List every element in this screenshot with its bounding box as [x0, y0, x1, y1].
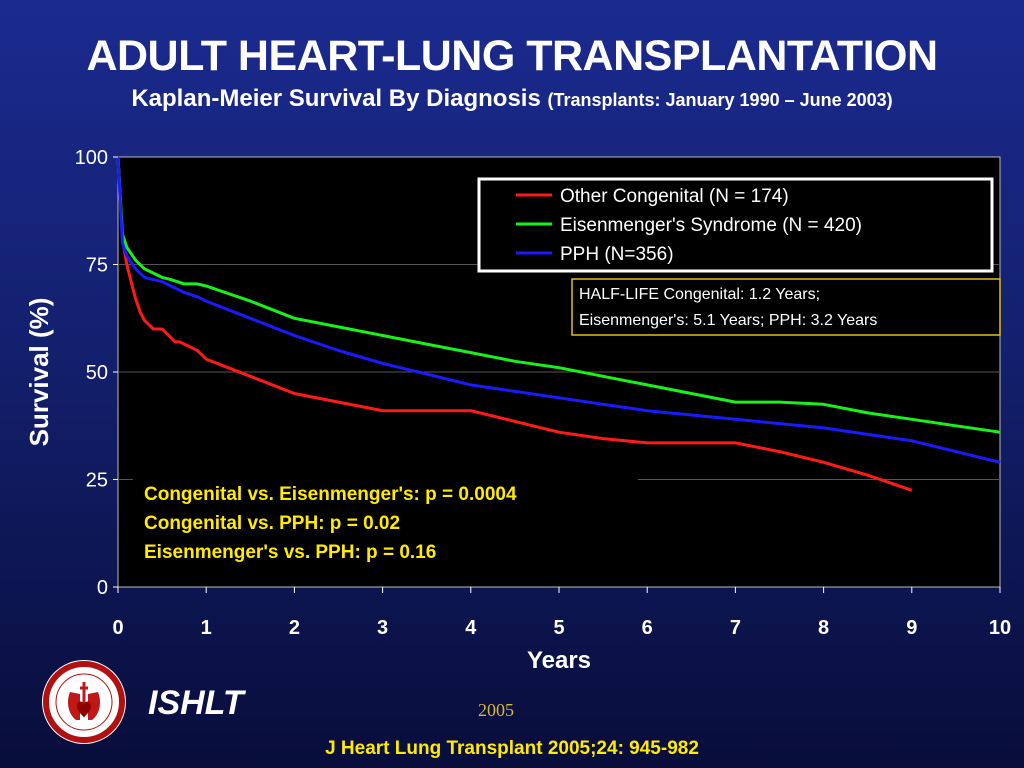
ishlt-logo-icon: [42, 660, 126, 744]
x-tick-label: 0: [112, 617, 123, 639]
x-tick-label: 2: [289, 617, 300, 639]
x-tick-label: 9: [906, 617, 917, 639]
report-year: 2005: [478, 700, 514, 720]
slide-subtitle: Kaplan-Meier Survival By Diagnosis (Tran…: [0, 84, 1024, 115]
journal-citation: J Heart Lung Transplant 2005;24: 945-982: [325, 738, 699, 759]
x-tick-label: 3: [377, 617, 388, 639]
legend-label-pph: PPH (N=356): [560, 244, 674, 265]
half-life-line-1: HALF-LIFE Congenital: 1.2 Years;: [579, 286, 820, 303]
x-tick-label: 8: [818, 617, 829, 639]
pvalue-backdrop: [133, 477, 638, 573]
x-tick-label: 4: [465, 617, 477, 639]
x-tick-label: 6: [642, 617, 653, 639]
subtitle-main: Kaplan-Meier Survival By Diagnosis: [131, 85, 541, 112]
legend-label-other-congenital: Other Congenital (N = 174): [560, 186, 789, 207]
subtitle-note: (Transplants: January 1990 – June 2003): [547, 90, 893, 110]
series-line-other-congenital: [116, 156, 913, 492]
x-tick-label: 7: [730, 617, 741, 639]
y-axis-label: Survival (%): [24, 298, 54, 447]
pvalue-line-1: Congenital vs. Eisenmenger's: p = 0.0004: [144, 484, 517, 505]
legend-label-eisenmenger: Eisenmenger's Syndrome (N = 420): [560, 215, 862, 236]
x-tick-label: 10: [989, 617, 1011, 639]
legend-box: [477, 177, 994, 273]
axes: 0 25 50 75 100 0 1 2 3 4 5 6 7 8 9 10: [75, 147, 1012, 639]
slide-title: ADULT HEART-LUNG TRANSPLANTATION: [86, 32, 938, 80]
pvalue-line-3: Eisenmenger's vs. PPH: p = 0.16: [144, 542, 436, 563]
y-tick-label: 0: [97, 577, 108, 599]
x-tick-label: 1: [201, 617, 212, 639]
x-tick-label: 5: [553, 617, 564, 639]
half-life-box: HALF-LIFE Congenital: 1.2 Years; Eisenme…: [571, 278, 1001, 336]
pvalue-annotations: Congenital vs. Eisenmenger's: p = 0.0004…: [133, 477, 638, 573]
series-lines: [116, 156, 1001, 492]
pvalue-line-2: Congenital vs. PPH: p = 0.02: [144, 513, 400, 534]
y-tick-label: 100: [75, 147, 108, 169]
society-name: ISHLT: [148, 684, 244, 722]
half-life-border: [571, 278, 1001, 336]
series-line-eisenmenger: [116, 156, 1001, 434]
series-line-pph: [116, 156, 1001, 464]
y-tick-label: 75: [86, 255, 108, 277]
x-axis-label: Years: [527, 647, 591, 674]
y-tick-label: 25: [86, 470, 108, 492]
y-tick-label: 50: [86, 362, 108, 384]
half-life-line-2: Eisenmenger's: 5.1 Years; PPH: 3.2 Years: [579, 312, 877, 329]
legend: Other Congenital (N = 174) Eisenmenger's…: [477, 177, 994, 273]
